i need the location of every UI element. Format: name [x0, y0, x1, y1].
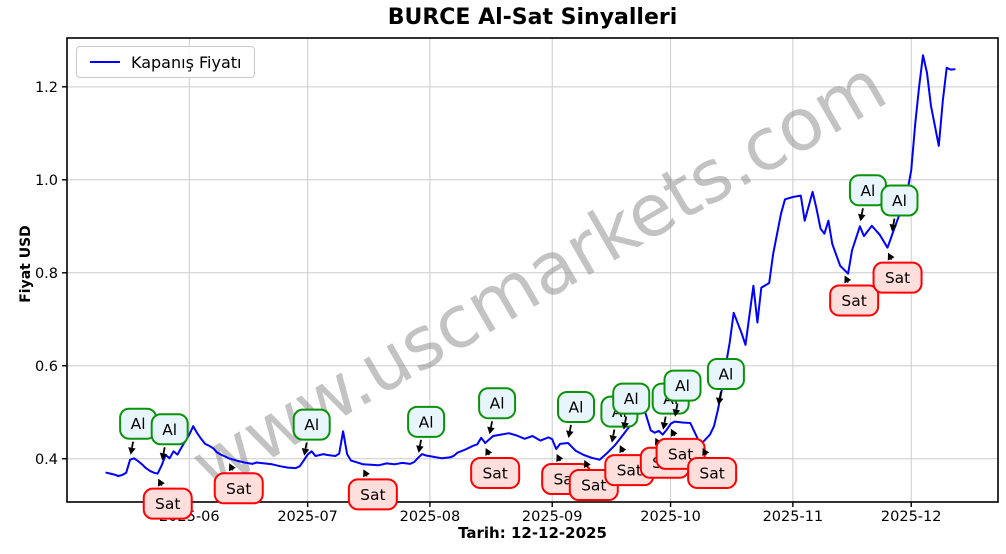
buy-signal-arrow-head — [672, 408, 681, 417]
buy-signal-arrow — [624, 416, 628, 423]
plot-border — [66, 37, 999, 503]
buy-signal-label: Al — [860, 182, 875, 200]
sell-signal-arrow-head — [584, 460, 591, 469]
sell-signal-arrow-head — [619, 445, 627, 454]
buy-signal-label: Al — [419, 413, 434, 431]
x-tick-label: 2025-07 — [277, 509, 338, 525]
buy-signal-label: Al — [624, 390, 639, 408]
sell-signal-label: Sat — [482, 464, 507, 482]
x-tick-label: 2025-09 — [522, 509, 583, 525]
sell-signal-arrow-head — [556, 453, 564, 462]
buy-signal-arrow — [675, 403, 679, 410]
x-tick-label: 2025-12 — [881, 509, 942, 525]
chart-title: BURCE Al-Sat Sinyalleri — [387, 5, 678, 30]
buy-signal-annotation — [706, 357, 745, 390]
buy-signal-arrow — [612, 429, 616, 436]
buy-signal-label: Al — [162, 421, 177, 439]
legend-label: Kapanış Fiyatı — [131, 52, 242, 72]
buy-signal-annotation — [663, 369, 702, 402]
buy-signal-annotation — [612, 382, 651, 415]
buy-signal-arrow — [490, 421, 493, 428]
sell-signal-annotation — [829, 284, 880, 317]
buy-signal-label: Al — [131, 415, 146, 433]
sell-signal-arrow-head — [157, 478, 165, 487]
buy-signal-label: Al — [718, 365, 733, 383]
buy-signal-annotation — [292, 408, 331, 441]
buy-signal-arrow-head — [609, 435, 617, 443]
sell-signal-label: Sat — [841, 292, 866, 310]
x-tick-label: 2025-08 — [400, 509, 461, 525]
sell-signal-label: Sat — [668, 445, 693, 463]
sell-signal-arrow-head — [702, 447, 710, 456]
sell-signal-annotation — [687, 456, 738, 489]
buy-signal-arrow — [304, 442, 308, 449]
buy-signal-arrow-head — [716, 397, 724, 405]
buy-signal-annotation — [407, 405, 446, 438]
sell-signal-annotation — [470, 456, 521, 489]
buy-signal-arrow — [892, 218, 896, 225]
buy-signal-arrow — [568, 424, 572, 432]
buy-signal-arrow-head — [660, 421, 669, 430]
buy-signal-arrow — [860, 208, 864, 215]
sell-signal-label: Sat — [581, 477, 606, 495]
sell-signal-arrow-head — [485, 447, 493, 456]
buy-signal-arrow — [131, 441, 135, 448]
buy-signal-arrow — [718, 391, 722, 399]
sell-signal-annotation — [213, 472, 264, 505]
sell-signal-annotation — [872, 261, 923, 294]
sell-signal-arrow-head — [887, 252, 895, 261]
buy-signal-label: Al — [304, 416, 319, 434]
buy-signal-arrow-head — [621, 421, 629, 430]
price-line — [105, 54, 956, 477]
sell-signal-annotation — [142, 487, 193, 520]
buy-signal-arrow-head — [487, 426, 495, 435]
sell-signal-label: Sat — [699, 464, 724, 482]
sell-signal-arrow-head — [228, 463, 236, 472]
sell-signal-arrow-head — [844, 275, 852, 284]
buy-signal-arrow — [162, 447, 166, 454]
x-tick-label: 2025-10 — [640, 509, 701, 525]
sell-signal-annotation — [347, 478, 398, 511]
legend: Kapanış Fiyatı — [76, 46, 256, 78]
legend-line-swatch — [90, 61, 120, 63]
buy-signal-annotation — [557, 390, 596, 423]
y-tick-label: 0.6 — [35, 359, 58, 375]
buy-signal-arrow — [663, 416, 667, 423]
sell-signal-label: Sat — [360, 486, 385, 504]
x-tick-label: 2025-11 — [763, 509, 824, 525]
buy-signal-arrow-head — [858, 213, 866, 222]
buy-signal-label: Al — [675, 377, 690, 395]
x-axis-label: Tarih: 12-12-2025 — [458, 524, 607, 542]
sell-signal-arrow-head — [670, 428, 678, 437]
buy-signal-label: Al — [892, 192, 907, 210]
sell-signal-label: Sat — [155, 495, 180, 513]
buy-signal-arrow-head — [301, 448, 310, 456]
sell-signal-label: Sat — [617, 462, 642, 480]
y-tick-label: 0.4 — [35, 452, 58, 468]
buy-signal-arrow-head — [416, 445, 424, 453]
buy-signal-annotation — [150, 413, 189, 446]
buy-signal-arrow-head — [128, 447, 136, 455]
y-tick-label: 1.2 — [35, 80, 58, 96]
buy-signal-arrow-head — [566, 430, 574, 438]
y-tick-label: 0.8 — [35, 266, 58, 282]
buy-signal-annotation — [478, 387, 517, 420]
watermark-text: www.uscmarkets.com — [177, 43, 899, 508]
sell-signal-arrow-head — [363, 469, 370, 478]
buy-signal-annotation — [880, 184, 919, 217]
buy-signal-label: Al — [569, 398, 584, 416]
buy-signal-label: Al — [490, 395, 505, 413]
buy-signal-arrow-head — [159, 452, 168, 461]
y-tick-label: 1.0 — [35, 173, 58, 189]
sell-signal-label: Sat — [885, 269, 910, 287]
sell-signal-label: Sat — [226, 480, 251, 498]
buy-signal-arrow — [419, 439, 422, 447]
buy-signal-arrow-head — [889, 223, 898, 232]
